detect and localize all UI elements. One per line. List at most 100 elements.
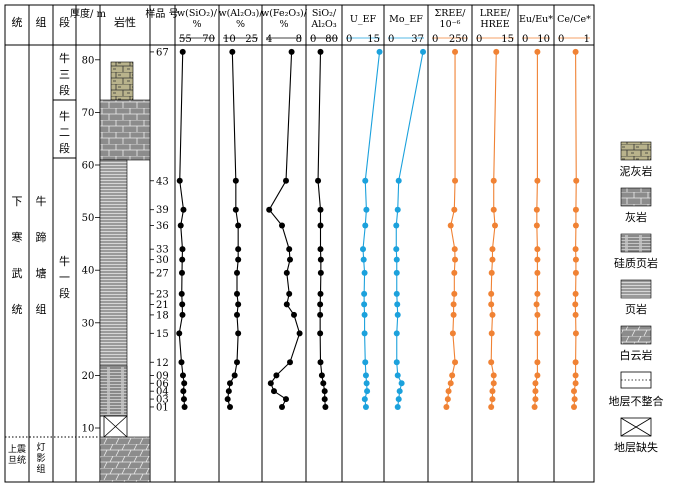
data-point — [231, 372, 238, 379]
header-col-eu: Eu/Eu* — [519, 14, 553, 25]
series-5: 0 37 — [388, 34, 427, 410]
legend-swatch-cross — [620, 417, 652, 437]
data-point — [393, 269, 400, 276]
data-point — [449, 372, 456, 379]
data-point — [283, 301, 290, 308]
series-axis-min-label: 0 — [310, 34, 316, 45]
data-point — [180, 206, 187, 213]
header-col-ce: Ce/Ce* — [557, 14, 591, 25]
depth-tick-label: 60 — [82, 161, 95, 172]
legend-label: 硅质页岩 — [614, 256, 658, 270]
legend-label: 灰岩 — [625, 210, 647, 224]
data-point — [488, 330, 495, 337]
legend-label: 页岩 — [625, 302, 647, 316]
legend-label: 地层不整合 — [609, 394, 664, 408]
data-point — [396, 388, 403, 395]
header: 统 组 段 厚度/ m 岩性 样品 号 — [12, 7, 179, 29]
data-point — [227, 380, 233, 387]
series-axis-max-label: 25 — [245, 34, 258, 45]
data-point — [534, 256, 541, 263]
data-point — [490, 380, 497, 387]
data-point — [321, 388, 328, 395]
data-point — [532, 380, 539, 387]
data-point — [534, 269, 541, 276]
data-point — [317, 206, 324, 213]
data-point — [571, 396, 578, 403]
series-axis-max-label: 8 — [296, 34, 302, 45]
sample-label: 36 — [156, 221, 169, 232]
sample-label: 21 — [156, 300, 169, 311]
data-point — [234, 359, 240, 366]
data-point — [394, 301, 401, 308]
series-axis-min-label: 0 — [388, 34, 394, 45]
data-point — [360, 256, 367, 263]
data-point — [360, 246, 366, 253]
data-point — [572, 311, 579, 318]
data-point — [291, 311, 297, 318]
data-point — [296, 330, 303, 337]
data-point — [179, 246, 186, 253]
series-axis-max-label: 15 — [501, 34, 514, 45]
data-point — [177, 222, 184, 229]
data-point — [361, 301, 368, 308]
data-point — [393, 359, 400, 366]
series-line — [490, 51, 497, 408]
series-line — [395, 51, 424, 408]
data-point — [398, 380, 405, 387]
series-axis-max-label: 37 — [411, 34, 424, 45]
data-point — [361, 290, 368, 297]
siliceous-shale-layer — [99, 365, 128, 417]
data-point — [394, 206, 401, 213]
data-point — [571, 388, 577, 395]
series-axis-min-label: 0 — [476, 34, 482, 45]
data-point — [362, 222, 369, 229]
legend-label: 地层缺失 — [614, 440, 658, 454]
legend-item-unconformity: 地层不整合 — [609, 371, 664, 408]
data-point — [224, 396, 231, 403]
data-point — [572, 372, 579, 379]
sample-label: 18 — [156, 310, 169, 321]
data-point — [178, 290, 185, 297]
legend-item-limestone: 灰岩 — [620, 187, 652, 224]
data-point — [452, 359, 459, 366]
data-point — [395, 396, 402, 403]
data-point — [235, 301, 242, 308]
sample-label: 30 — [156, 255, 169, 266]
data-point — [287, 256, 293, 263]
data-point — [179, 301, 186, 308]
data-point — [447, 222, 454, 229]
data-point — [572, 290, 579, 297]
data-point — [492, 222, 498, 229]
data-point — [489, 256, 496, 263]
data-point — [176, 330, 183, 337]
data-point — [181, 403, 188, 410]
data-point — [362, 177, 369, 184]
data-point — [420, 48, 427, 55]
data-point — [317, 269, 324, 276]
data-point — [176, 177, 183, 184]
data-point — [317, 330, 324, 337]
data-point — [490, 206, 497, 213]
data-point — [362, 359, 369, 366]
sample-label: 33 — [156, 245, 169, 256]
data-point — [534, 330, 541, 337]
data-point — [394, 403, 401, 410]
legend-item-siliceous: 硅质页岩 — [614, 233, 658, 270]
data-point — [489, 246, 496, 253]
data-point — [267, 380, 274, 387]
data-point — [449, 330, 456, 337]
data-point — [286, 290, 293, 297]
data-point — [283, 396, 289, 403]
data-point — [179, 372, 186, 379]
header-sample-no: 样品 号 — [145, 7, 178, 20]
data-point — [534, 290, 541, 297]
table-frame — [4, 4, 595, 483]
data-point — [235, 246, 242, 253]
dolomite-layer — [99, 436, 151, 483]
header-col-lh: LREE/HREE — [480, 8, 511, 30]
data-point — [317, 301, 324, 308]
data-point — [488, 269, 495, 276]
